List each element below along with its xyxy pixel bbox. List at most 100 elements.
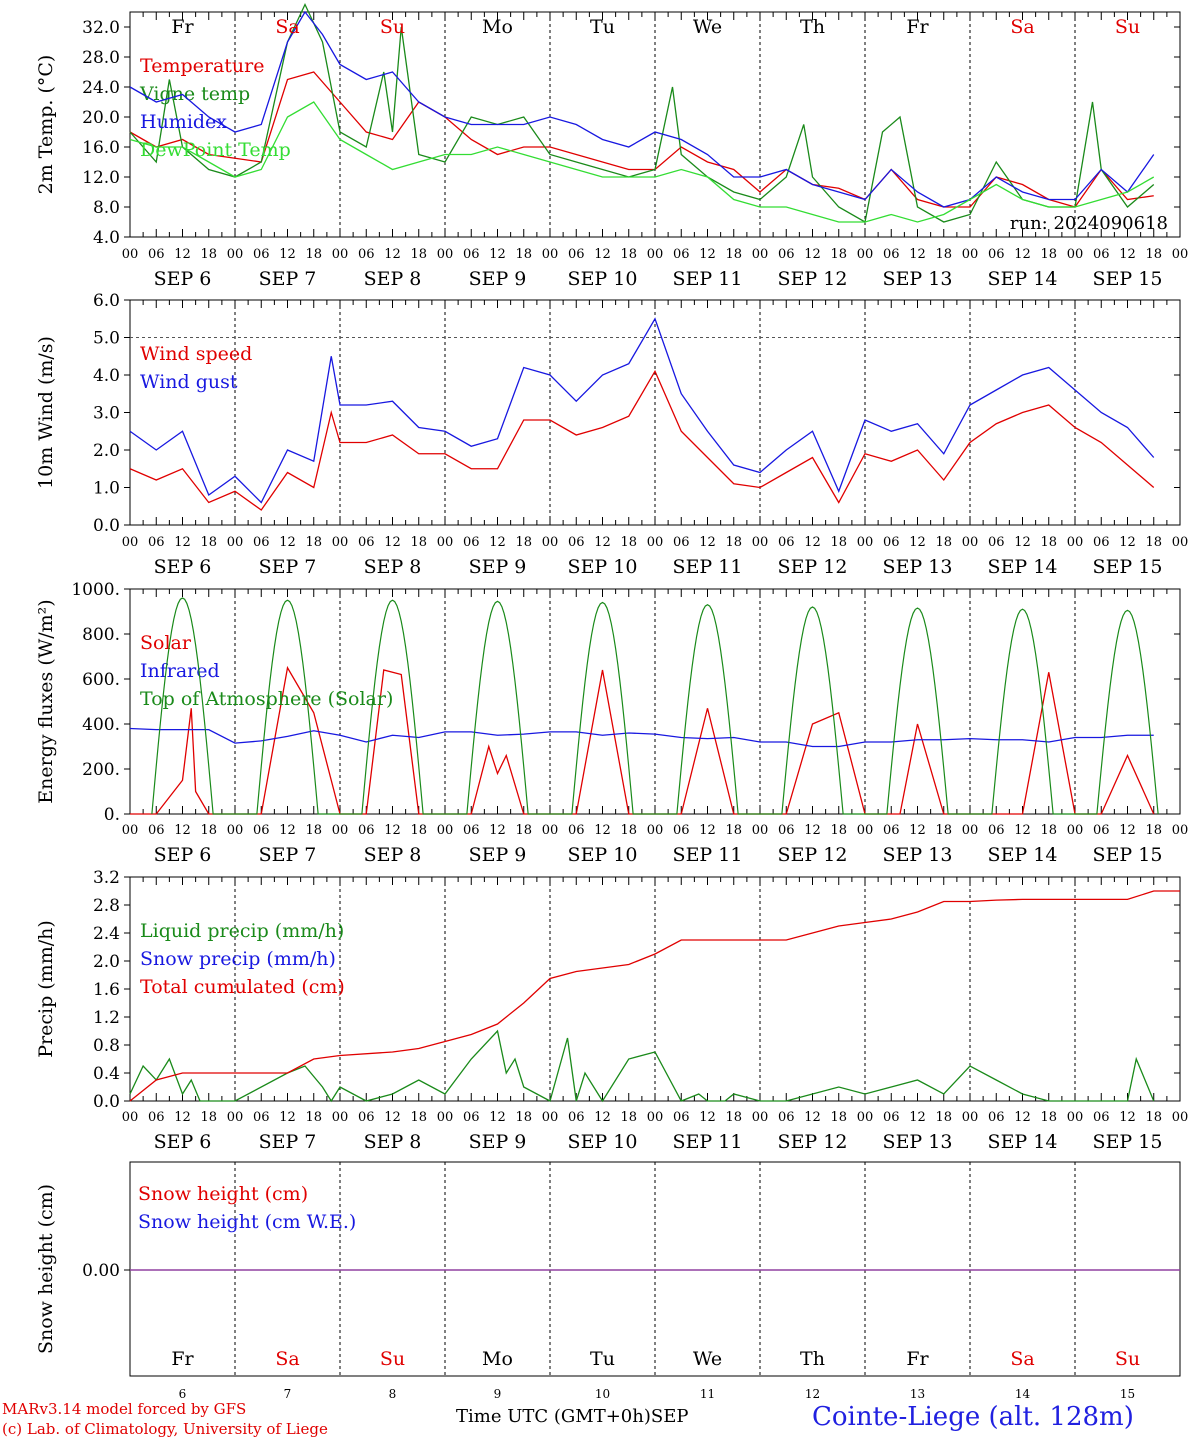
y-tick-label: 1000.: [71, 580, 120, 600]
meteogram-chart: 00 06 12 18 00 06 12 18 00 06 12 18 00 06 12 18 00 06 12 18…: [35, 2, 1188, 1400]
hour-label: 06: [988, 1110, 1005, 1125]
hour-label: 00: [962, 247, 979, 262]
hour-label: 18: [620, 1110, 637, 1125]
day-abbr: Sa: [275, 16, 299, 38]
hour-label: 18: [410, 247, 427, 262]
hour-label: 06: [568, 247, 585, 262]
hour-label: 00: [542, 535, 559, 550]
hour-label: 00: [1067, 535, 1084, 550]
hour-label: 00: [332, 535, 349, 550]
legend-entry: Top of Atmosphere (Solar): [140, 688, 393, 710]
day-abbr: Fr: [171, 16, 194, 38]
hour-label: 06: [673, 535, 690, 550]
hour-label: 18: [1145, 535, 1162, 550]
hour-label: 18: [1040, 535, 1057, 550]
hour-label: 06: [1093, 247, 1110, 262]
hour-label: 06: [673, 823, 690, 838]
date-label: SEP 7: [259, 844, 317, 866]
y-tick-label: 800.: [82, 625, 120, 645]
run-annotation: run: 2024090618: [1010, 213, 1168, 234]
day-abbr: Tu: [590, 16, 615, 38]
hour-label: 18: [305, 823, 322, 838]
day-number: 12: [805, 1387, 820, 1400]
hour-label: 18: [1040, 247, 1057, 262]
hour-label: 18: [305, 247, 322, 262]
hour-label: 18: [830, 535, 847, 550]
hour-label: 00: [332, 247, 349, 262]
day-abbr: Fr: [906, 16, 929, 38]
y-tick-label: 3.2: [93, 868, 120, 888]
hour-label: 06: [568, 535, 585, 550]
hour-label: 12: [1014, 823, 1031, 838]
hour-label: 18: [935, 1110, 952, 1125]
hour-label: 12: [909, 535, 926, 550]
day-number: 11: [700, 1387, 715, 1400]
hour-label: 18: [725, 535, 742, 550]
hour-label: 06: [883, 535, 900, 550]
hour-label: 12: [174, 247, 191, 262]
y-tick-label: 4.0: [93, 228, 120, 248]
hour-label: 12: [384, 535, 401, 550]
hour-label: 00: [437, 247, 454, 262]
y-tick-label: 32.0: [82, 18, 120, 38]
legend-entry: Snow height (cm): [138, 1183, 308, 1205]
hour-label: 12: [489, 535, 506, 550]
hour-label: 18: [1040, 823, 1057, 838]
hour-label: 06: [463, 247, 480, 262]
date-label: SEP 14: [988, 1131, 1058, 1153]
series-line: [129, 727, 1154, 748]
hour-label: 00: [1067, 1110, 1084, 1125]
y-tick-label: 20.0: [82, 108, 120, 128]
hour-label: 12: [279, 247, 296, 262]
hour-label: 06: [778, 1110, 795, 1125]
y-tick-label: 5.0: [93, 329, 120, 349]
hour-label: 00: [227, 247, 244, 262]
y-tick-label: 4.0: [93, 366, 120, 386]
date-label: SEP 13: [883, 268, 953, 290]
hour-label: 18: [200, 1110, 217, 1125]
hour-label: 00: [752, 247, 769, 262]
series-line: [129, 369, 1155, 511]
day-number: 7: [284, 1387, 292, 1400]
y-tick-label: 200.: [82, 760, 120, 780]
hour-label: 00: [122, 823, 139, 838]
hour-label: 12: [1014, 1110, 1031, 1125]
y-tick-label: 0.0: [93, 516, 120, 536]
date-label: SEP 8: [364, 556, 422, 578]
hour-label: 18: [620, 823, 637, 838]
hour-label: 18: [305, 1110, 322, 1125]
date-label: SEP 11: [673, 556, 743, 578]
series-line: [129, 890, 1180, 1102]
time-label: Time UTC (GMT+0h): [456, 1406, 651, 1427]
day-abbr: We: [693, 1348, 722, 1370]
day-abbr: Tu: [590, 1348, 615, 1370]
date-label: SEP 9: [469, 844, 527, 866]
hour-label: 06: [988, 535, 1005, 550]
hour-label: 06: [988, 247, 1005, 262]
hour-label: 12: [804, 535, 821, 550]
hour-label: 12: [909, 823, 926, 838]
hour-label: 06: [358, 247, 375, 262]
hour-label: 12: [384, 823, 401, 838]
hour-label: 00: [542, 247, 559, 262]
hour-label: 06: [463, 823, 480, 838]
hour-label: 18: [200, 247, 217, 262]
y-tick-label: 2.0: [93, 952, 120, 972]
series-line: [129, 317, 1155, 504]
y-axis-label: 2m Temp. (°C): [35, 55, 57, 195]
hour-label: 12: [1119, 1110, 1136, 1125]
hour-label: 06: [1093, 1110, 1110, 1125]
date-label: SEP 7: [259, 556, 317, 578]
hour-label: 18: [935, 247, 952, 262]
date-label: SEP 6: [154, 1131, 212, 1153]
hour-label: 06: [1093, 535, 1110, 550]
y-axis-label: 10m Wind (m/s): [35, 336, 57, 489]
hour-label: 06: [253, 823, 270, 838]
y-tick-label: 2.4: [93, 924, 120, 944]
series-line: [129, 101, 1155, 223]
date-label: SEP 9: [469, 556, 527, 578]
series-line: [129, 2, 1155, 224]
series-line: [129, 1029, 1155, 1103]
time-axis-label: Time UTC (GMT+0h)SEP: [456, 1406, 688, 1427]
y-tick-label: 12.0: [82, 168, 120, 188]
